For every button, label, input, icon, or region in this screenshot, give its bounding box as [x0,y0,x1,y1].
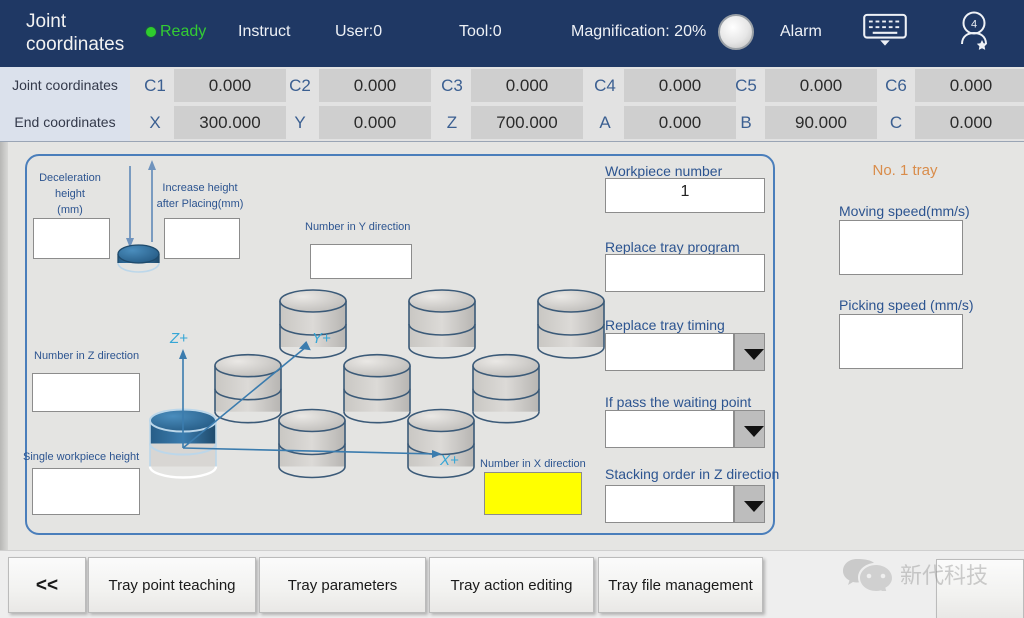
svg-text:Z+: Z+ [169,330,188,347]
svg-text:新代科技: 新代科技 [900,563,988,588]
svg-text:X+: X+ [439,452,459,469]
svg-text:4: 4 [971,19,977,31]
svg-text:Y+: Y+ [312,330,331,347]
